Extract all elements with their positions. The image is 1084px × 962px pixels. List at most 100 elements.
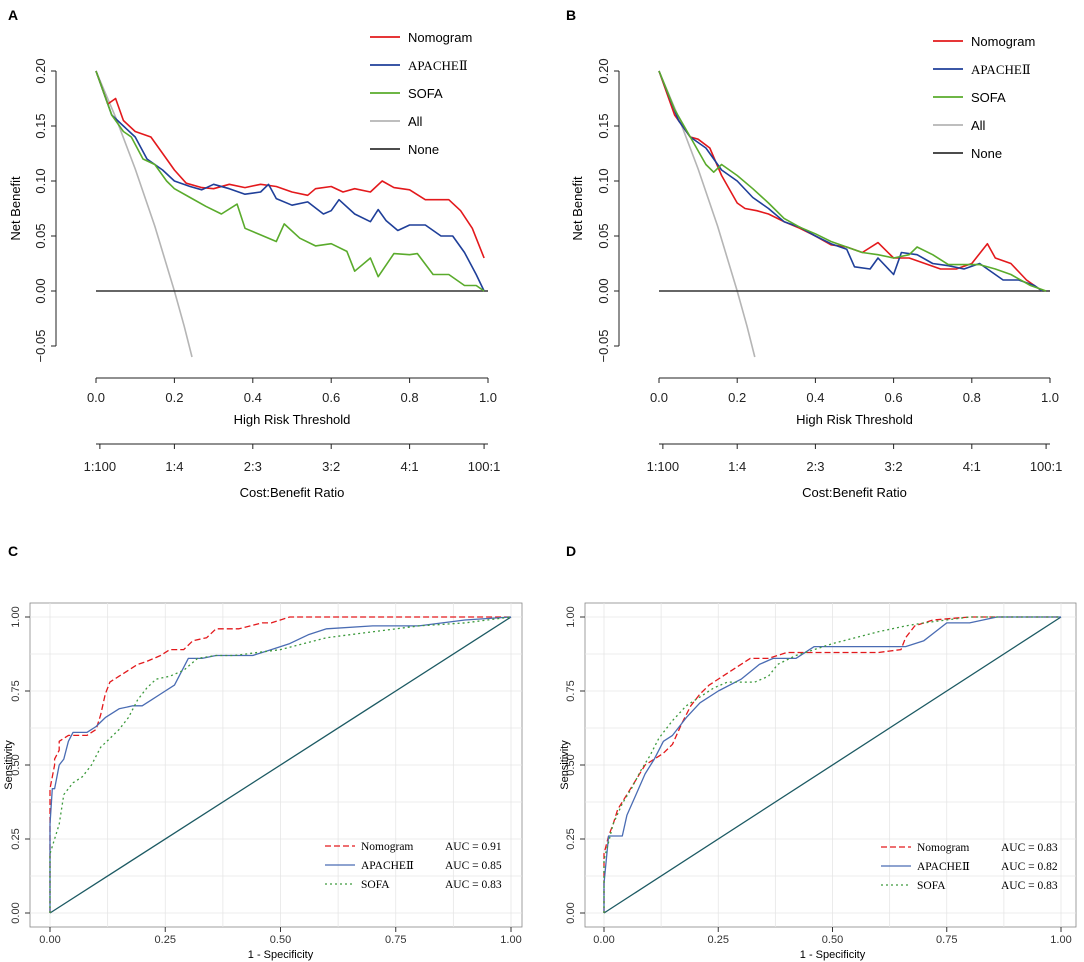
panel-label: A	[8, 7, 18, 23]
x-tick-label: 0.4	[244, 390, 262, 405]
x-tick-label: 0.25	[155, 934, 176, 946]
series-line-reference	[49, 616, 512, 914]
y-tick-label: 0.00	[10, 902, 22, 923]
series-line-sofa	[603, 616, 1061, 913]
panel-label: B	[566, 7, 576, 23]
y-tick-label: 0.00	[33, 278, 48, 303]
y-tick-label: 0.05	[33, 223, 48, 248]
chart-panel-c: C 0.00 0.25 0.50 0.75 1.00 Sensitivity 0.00 0.25…	[3, 543, 523, 961]
legend-auc: AUC = 0.83	[445, 879, 502, 891]
legend-label: APACHEⅡ	[917, 861, 970, 873]
cost-benefit-tick-label: 2:3	[806, 459, 824, 474]
x-tick-label: 0.2	[728, 390, 746, 405]
x-axis-label: 1 - Specificity	[800, 949, 866, 961]
legend: Nomogram APACHEⅡ SOFA All None	[933, 34, 1035, 161]
legend-label: Nomogram	[971, 34, 1035, 49]
legend-auc: AUC = 0.91	[445, 841, 502, 853]
x-tick-label: 0.4	[806, 390, 824, 405]
x-tick-label: 0.6	[885, 390, 903, 405]
x-tick-label: 0.0	[650, 390, 668, 405]
series-line-sofa	[95, 70, 485, 292]
x-axis-label: High Risk Threshold	[234, 412, 351, 427]
y-tick-label: −0.05	[33, 330, 48, 363]
y-tick-label: 0.75	[565, 680, 577, 701]
series-line-nomogram	[95, 70, 485, 259]
y-tick-label: 0.25	[565, 828, 577, 849]
series-line-sofa	[49, 616, 512, 913]
legend-label: SOFA	[971, 90, 1006, 105]
x-tick-label: 0.50	[822, 934, 843, 946]
x-tick-label: 0.2	[165, 390, 183, 405]
cost-benefit-tick-label: 100:1	[1030, 459, 1063, 474]
x-tick-label: 0.00	[593, 934, 614, 946]
y-tick-label: 0.10	[33, 168, 48, 193]
chart-panel-d: D 0.00 0.25 0.50 0.75 1.00 Sensitivity 0.00 0.25…	[559, 543, 1077, 961]
x-tick-label: 0.0	[87, 390, 105, 405]
legend-label: Nomogram	[917, 842, 969, 854]
cost-benefit-tick-label: 3:2	[322, 459, 340, 474]
cost-benefit-axis-label: Cost:Benefit Ratio	[240, 485, 345, 500]
y-tick-label: 1.00	[10, 606, 22, 627]
series-line-reference	[603, 616, 1062, 914]
x-tick-label: 0.00	[39, 934, 60, 946]
legend-auc: AUC = 0.82	[1001, 861, 1058, 873]
y-tick-label: 0.50	[10, 754, 22, 775]
y-tick-label: 0.15	[33, 113, 48, 138]
legend-label: SOFA	[408, 86, 443, 101]
legend-label: All	[408, 114, 423, 129]
cost-benefit-tick-label: 1:100	[647, 459, 680, 474]
x-tick-label: 1.0	[1041, 390, 1059, 405]
legend: Nomogram AUC = 0.91 APACHEⅡ AUC = 0.85 SOFA A…	[325, 841, 502, 891]
y-axis-label: Sensitivity	[3, 740, 15, 790]
legend-label: Nomogram	[408, 30, 472, 45]
cost-benefit-tick-label: 1:4	[728, 459, 746, 474]
x-tick-label: 0.50	[270, 934, 291, 946]
series-line-all	[95, 70, 193, 358]
y-tick-label: 0.05	[596, 223, 611, 248]
cost-benefit-tick-label: 3:2	[885, 459, 903, 474]
cost-benefit-tick-label: 1:100	[84, 459, 117, 474]
cost-benefit-tick-label: 4:1	[963, 459, 981, 474]
legend-auc: AUC = 0.85	[445, 860, 502, 872]
x-tick-label: 0.8	[401, 390, 419, 405]
y-tick-label: 0.25	[10, 828, 22, 849]
legend-auc: AUC = 0.83	[1001, 880, 1058, 892]
y-tick-label: 0.10	[596, 168, 611, 193]
y-tick-label: 0.00	[596, 278, 611, 303]
legend-label: Nomogram	[361, 841, 413, 853]
x-tick-label: 1.00	[1050, 934, 1071, 946]
legend: Nomogram APACHEⅡ SOFA All None	[370, 30, 472, 157]
y-tick-label: 0.50	[565, 754, 577, 775]
y-tick-label: 0.00	[565, 902, 577, 923]
y-tick-label: 0.15	[596, 113, 611, 138]
y-axis-label: Sensitivity	[559, 740, 571, 790]
panel-label: D	[566, 543, 576, 559]
cost-benefit-tick-label: 100:1	[468, 459, 501, 474]
y-axis-label: Net Benefit	[8, 176, 23, 241]
legend-label: SOFA	[917, 880, 946, 892]
x-tick-label: 0.75	[385, 934, 406, 946]
x-tick-label: 1.0	[479, 390, 497, 405]
x-tick-label: 0.75	[936, 934, 957, 946]
x-tick-label: 0.6	[322, 390, 340, 405]
y-tick-label: 0.20	[33, 58, 48, 83]
legend-label: SOFA	[361, 879, 390, 891]
y-tick-label: 0.20	[596, 58, 611, 83]
x-tick-label: 0.8	[963, 390, 981, 405]
panel-label: C	[8, 543, 18, 559]
y-tick-label: −0.05	[596, 330, 611, 363]
cost-benefit-tick-label: 2:3	[244, 459, 262, 474]
x-axis-label: 1 - Specificity	[248, 949, 314, 961]
cost-benefit-axis-label: Cost:Benefit Ratio	[802, 485, 907, 500]
series-line-apacheii	[603, 616, 1061, 913]
chart-panel-b: B −0.05 0.00 0.05 0.10 0.15 0.20 Net Benefit 0.0…	[566, 7, 1062, 500]
series-line-nomogram	[603, 616, 1061, 913]
x-tick-label: 0.25	[708, 934, 729, 946]
legend-label: APACHEⅡ	[361, 860, 414, 872]
x-tick-label: 1.00	[500, 934, 521, 946]
series-line-apacheii	[95, 70, 485, 292]
series-line-apacheii	[49, 616, 512, 913]
legend: Nomogram AUC = 0.83 APACHEⅡ AUC = 0.82 SOFA A…	[881, 842, 1058, 892]
chart-panel-a: A −0.05 0.00 0.05 0.10 0.15 0.20 Net Benefit 0.0…	[8, 7, 500, 500]
